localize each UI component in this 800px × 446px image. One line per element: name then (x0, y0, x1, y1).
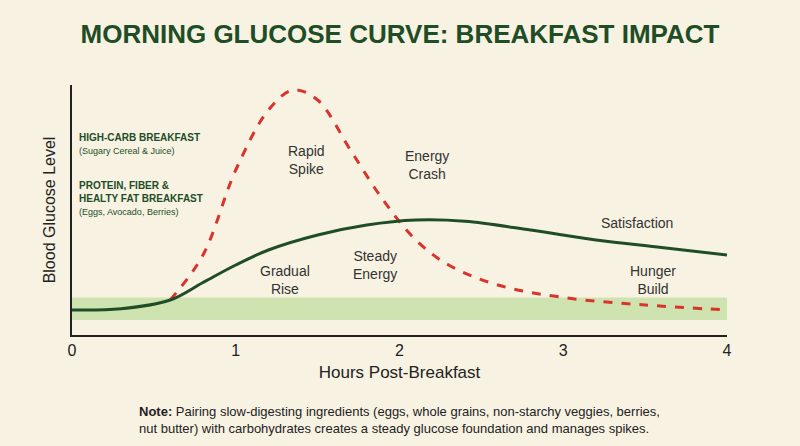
svg-text:Blood Glucose Level: Blood Glucose Level (41, 137, 58, 284)
svg-text:MORNING GLUCOSE CURVE: BREAKFA: MORNING GLUCOSE CURVE: BREAKFAST IMPACT (81, 19, 720, 49)
svg-text:Satisfaction: Satisfaction (601, 215, 673, 231)
svg-text:3: 3 (559, 342, 568, 359)
svg-text:PROTEIN, FIBER &HEALTY FAT BRE: PROTEIN, FIBER &HEALTY FAT BREAKFAST(Egg… (79, 180, 203, 217)
svg-text:HungerBuild: HungerBuild (630, 263, 676, 297)
svg-text:GradualRise: GradualRise (260, 263, 310, 297)
svg-text:HIGH-CARB BREAKFAST(Sugary Cer: HIGH-CARB BREAKFAST(Sugary Cereal & Juic… (79, 132, 200, 156)
svg-text:4: 4 (723, 342, 732, 359)
svg-text:2: 2 (395, 342, 404, 359)
svg-text:0: 0 (68, 342, 77, 359)
svg-text:1: 1 (231, 342, 240, 359)
svg-text:EnergyCrash: EnergyCrash (405, 148, 449, 182)
svg-text:Hours Post-Breakfast: Hours Post-Breakfast (319, 363, 481, 382)
svg-text:Note: Pairing slow-digesting i: Note: Pairing slow-digesting ingredients… (139, 404, 660, 436)
svg-text:SteadyEnergy: SteadyEnergy (353, 248, 397, 282)
svg-text:RapidSpike: RapidSpike (288, 143, 325, 177)
